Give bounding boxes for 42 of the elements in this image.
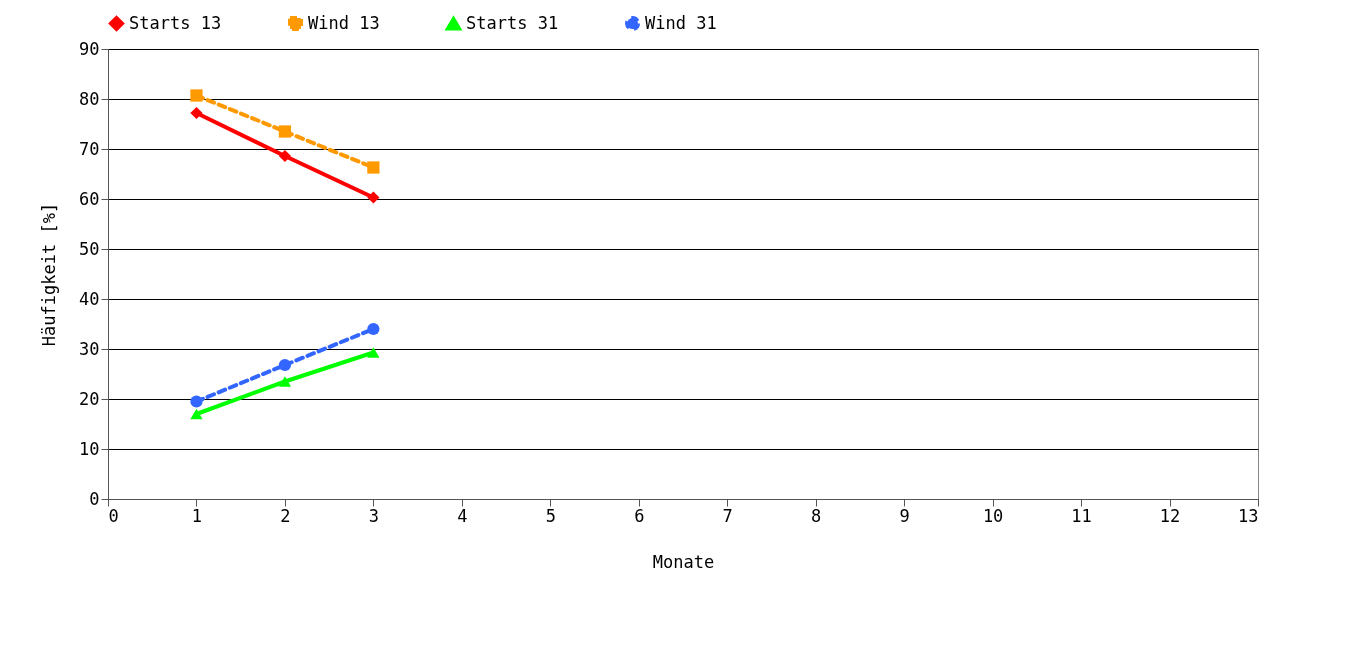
y-tick-label: 60 bbox=[79, 188, 100, 209]
point bbox=[367, 191, 380, 204]
x-tick-label: 3 bbox=[368, 505, 380, 526]
x-tick-label: 13 bbox=[1238, 505, 1259, 526]
x-tick-label: 10 bbox=[982, 505, 1004, 526]
y-tick-label: 50 bbox=[79, 238, 100, 259]
x-tick-label: 12 bbox=[1159, 505, 1181, 526]
y-tick-label: 10 bbox=[79, 438, 100, 459]
y-axis-title: Häufigkeit [%] bbox=[39, 202, 60, 347]
x-tick-label: 6 bbox=[634, 505, 645, 526]
x-tick-label: 8 bbox=[811, 505, 822, 526]
y-tick-label: 80 bbox=[79, 88, 100, 109]
point bbox=[190, 106, 203, 120]
x-axis-title: Monate bbox=[652, 551, 715, 572]
point bbox=[278, 358, 292, 372]
point bbox=[367, 347, 380, 358]
x-tick-label: 1 bbox=[191, 505, 203, 526]
y-tick-label: 90 bbox=[79, 38, 100, 59]
legend-label: Wind 13 bbox=[308, 12, 380, 33]
legend-label: Starts 31 bbox=[466, 12, 559, 33]
point bbox=[278, 125, 292, 138]
x-tick-label: 11 bbox=[1071, 505, 1092, 526]
x-tick-label: 9 bbox=[899, 505, 910, 526]
x-tick-label: 2 bbox=[280, 505, 291, 526]
legend-label: Starts 13 bbox=[129, 12, 222, 33]
x-tick-label: 4 bbox=[457, 505, 468, 526]
point bbox=[190, 395, 203, 408]
point bbox=[278, 376, 292, 387]
x-tick-label: 5 bbox=[545, 505, 556, 526]
y-tick-label: 0 bbox=[89, 488, 100, 509]
point bbox=[367, 161, 380, 174]
y-tick-label: 20 bbox=[79, 388, 100, 409]
point bbox=[367, 322, 380, 336]
y-tick-label: 40 bbox=[79, 288, 100, 309]
y-tick-label: 70 bbox=[79, 138, 100, 159]
point bbox=[190, 89, 203, 102]
point bbox=[278, 149, 292, 163]
legend-label: Wind 31 bbox=[645, 12, 717, 33]
x-tick-label: 0 bbox=[108, 505, 119, 526]
x-tick-label: 7 bbox=[722, 505, 733, 526]
y-tick-label: 30 bbox=[79, 338, 100, 359]
point bbox=[190, 408, 203, 420]
